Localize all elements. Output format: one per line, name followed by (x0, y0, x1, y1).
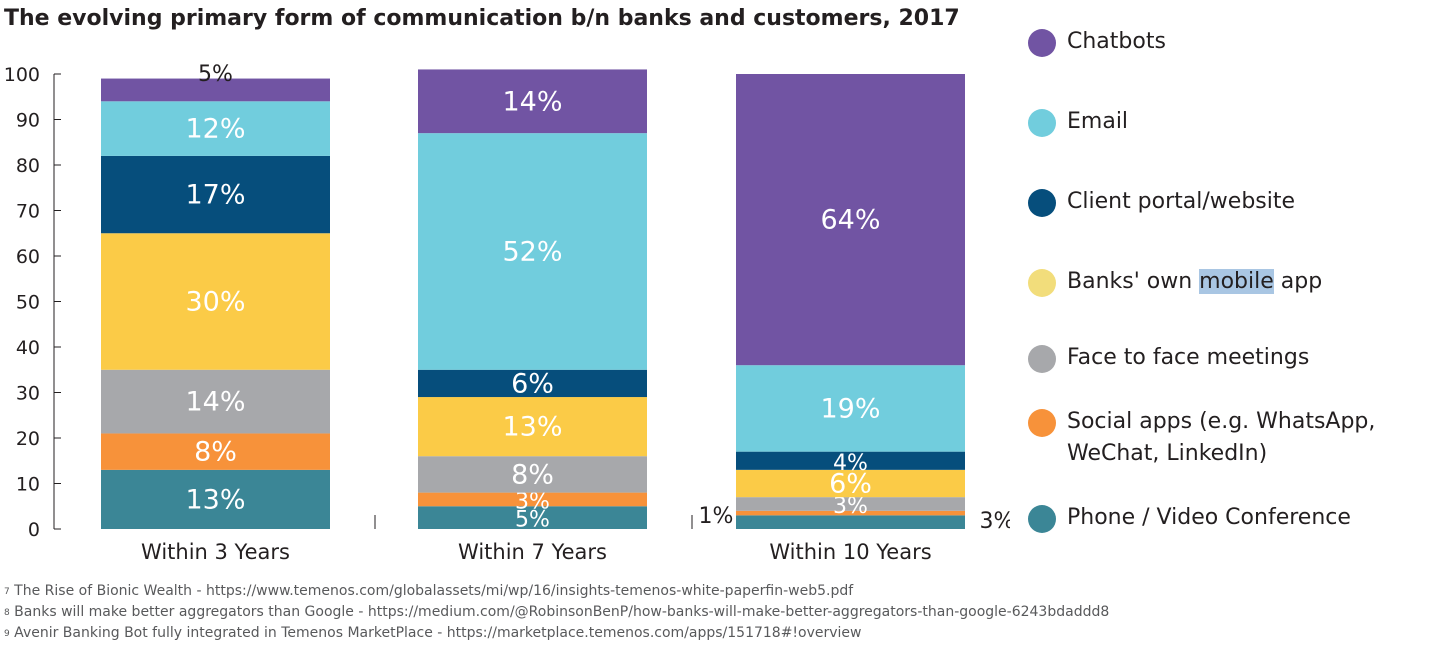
footnote-9-number: 9 (4, 629, 10, 639)
bar-within-3-years-chatbots (101, 78, 330, 102)
legend-label-chatbots: Chatbots (1067, 29, 1166, 54)
data-label-within-7-years-social-apps: 3% (515, 489, 550, 514)
bar-within-10-years-chatbots (736, 74, 965, 366)
legend-label-mobile-app-highlight: mobile (1199, 269, 1274, 294)
stacked-bar-chart: 0 10 20 30 40 50 60 70 80 90 100 13% 8% 14% 30% 17% 12% 5… (4, 62, 1010, 564)
y-tick-label-40: 40 (16, 337, 40, 359)
data-label-within-3-years-face-to-face-meetings: 14% (185, 387, 245, 418)
bar-within-10-years-face-to-face-meetings (736, 497, 965, 511)
data-label-within-7-years-chatbots: 14% (502, 86, 562, 117)
legend-label-face-to-face: Face to face meetings (1067, 345, 1310, 370)
data-label-within-7-years-banks-own-mobile-app: 13% (502, 412, 562, 443)
data-label-within-10-years-email: 19% (820, 393, 880, 424)
bar-within-3-years-phone-video-conference (101, 469, 330, 529)
legend-label-email: Email (1067, 109, 1129, 134)
data-label-within-3-years-chatbots: 5% (198, 62, 233, 87)
legend-label-social-apps: Social apps (e.g. WhatsApp, WeChat, Link… (1067, 409, 1376, 466)
data-label-within-10-years-banks-own-mobile-app: 6% (829, 469, 872, 500)
bar-within-7-years-social-apps (418, 492, 647, 507)
legend-swatch-chatbots (1028, 29, 1056, 57)
legend-swatch-social-apps (1028, 409, 1056, 437)
bar-within-3-years-social-apps (101, 433, 330, 470)
data-label-within-10-years-client-portal-website: 4% (833, 451, 868, 476)
bar-within-7-years-chatbots (418, 69, 647, 134)
data-label-within-3-years-phone-video-conference: 13% (185, 484, 245, 515)
footnote-7-number: 7 (4, 587, 10, 597)
legend-item-phone-video: Phone / Video Conference (1028, 502, 1422, 534)
legend-swatch-client-portal (1028, 189, 1056, 217)
bar-within-7-years-banks-own-mobile-app (418, 397, 647, 457)
y-tick-label-30: 30 (16, 383, 40, 405)
data-label-within-3-years-client-portal-website: 17% (185, 180, 245, 211)
legend-item-mobile-app: Banks' own mobile app (1028, 266, 1422, 298)
bar-within-10-years-social-apps (736, 510, 965, 516)
y-tick-label-90: 90 (16, 110, 40, 132)
data-label-within-3-years-email: 12% (185, 114, 245, 145)
footnote-8: 8 Banks will make better aggregators tha… (4, 602, 1109, 623)
data-label-within-7-years-face-to-face-meetings: 8% (511, 459, 554, 490)
bar-within-7-years-phone-video-conference (418, 506, 647, 529)
legend-label-mobile-app: Banks' own mobile app (1067, 266, 1422, 298)
bar-within-10-years-phone-video-conference (736, 515, 965, 529)
y-tick-label-60: 60 (16, 246, 40, 268)
y-tick-label-50: 50 (16, 292, 40, 314)
footnote-7: 7 The Rise of Bionic Wealth - https://ww… (4, 581, 1109, 602)
data-label-within-7-years-phone-video-conference: 5% (515, 508, 550, 533)
legend-label-phone-video: Phone / Video Conference (1067, 505, 1351, 530)
bar-within-10-years-client-portal-website (736, 451, 965, 470)
data-label-within-10-years-social-apps: 1% (699, 504, 734, 529)
footnote-8-number: 8 (4, 608, 10, 618)
footnote-9-text: Avenir Banking Bot fully integrated in T… (9, 625, 862, 641)
y-tick-label-70: 70 (16, 201, 40, 223)
y-tick-label-80: 80 (16, 155, 40, 177)
legend-item-chatbots: Chatbots (1028, 26, 1422, 58)
x-tick-label-within-7-years: Within 7 Years (458, 540, 607, 564)
footnote-8-text: Banks will make better aggregators than … (9, 604, 1110, 620)
data-label-within-10-years-phone-video-conference: 3% (980, 509, 1010, 534)
footnote-7-text: The Rise of Bionic Wealth - https://www.… (9, 583, 854, 599)
bar-within-7-years-face-to-face-meetings (418, 456, 647, 493)
legend-item-email: Email (1028, 106, 1422, 138)
footnotes: 7 The Rise of Bionic Wealth - https://ww… (4, 581, 1109, 644)
legend-label-client-portal: Client portal/website (1067, 189, 1296, 214)
bar-within-3-years-banks-own-mobile-app (101, 233, 330, 370)
data-label-within-3-years-social-apps: 8% (194, 437, 237, 468)
data-label-within-10-years-chatbots: 64% (820, 205, 880, 236)
legend-label-mobile-app-part1: Banks' own (1067, 269, 1200, 294)
bar-within-10-years-email (736, 365, 965, 452)
legend-swatch-mobile-app (1028, 269, 1056, 297)
bar-within-3-years-client-portal-website (101, 155, 330, 234)
legend-swatch-face-to-face (1028, 345, 1056, 373)
y-tick-label-10: 10 (16, 474, 40, 496)
y-tick-label-20: 20 (16, 428, 40, 450)
bar-within-10-years-banks-own-mobile-app (736, 469, 965, 498)
bar-within-3-years-email (101, 101, 330, 156)
legend-item-social-apps: Social apps (e.g. WhatsApp, WeChat, Link… (1028, 406, 1422, 470)
legend-label-mobile-app-part2: app (1273, 269, 1323, 294)
legend-swatch-email (1028, 109, 1056, 137)
footnote-9: 9 Avenir Banking Bot fully integrated in… (4, 623, 1109, 644)
legend-item-face-to-face: Face to face meetings (1028, 342, 1422, 374)
data-label-within-3-years-banks-own-mobile-app: 30% (185, 287, 245, 318)
data-label-within-10-years-face-to-face-meetings: 3% (833, 494, 868, 519)
bar-within-7-years-client-portal-website (418, 369, 647, 398)
bar-within-3-years-face-to-face-meetings (101, 369, 330, 434)
legend-item-client-portal: Client portal/website (1028, 186, 1422, 218)
chart-title: The evolving primary form of communicati… (4, 6, 960, 31)
bar-within-7-years-email (418, 133, 647, 370)
y-tick-label-0: 0 (28, 519, 40, 541)
y-tick-label-100: 100 (4, 64, 40, 86)
data-label-within-7-years-email: 52% (502, 236, 562, 267)
legend-swatch-phone-video (1028, 505, 1056, 533)
x-tick-label-within-10-years: Within 10 Years (769, 540, 931, 564)
x-tick-label-within-3-years: Within 3 Years (141, 540, 290, 564)
data-label-within-7-years-client-portal-website: 6% (511, 368, 554, 399)
